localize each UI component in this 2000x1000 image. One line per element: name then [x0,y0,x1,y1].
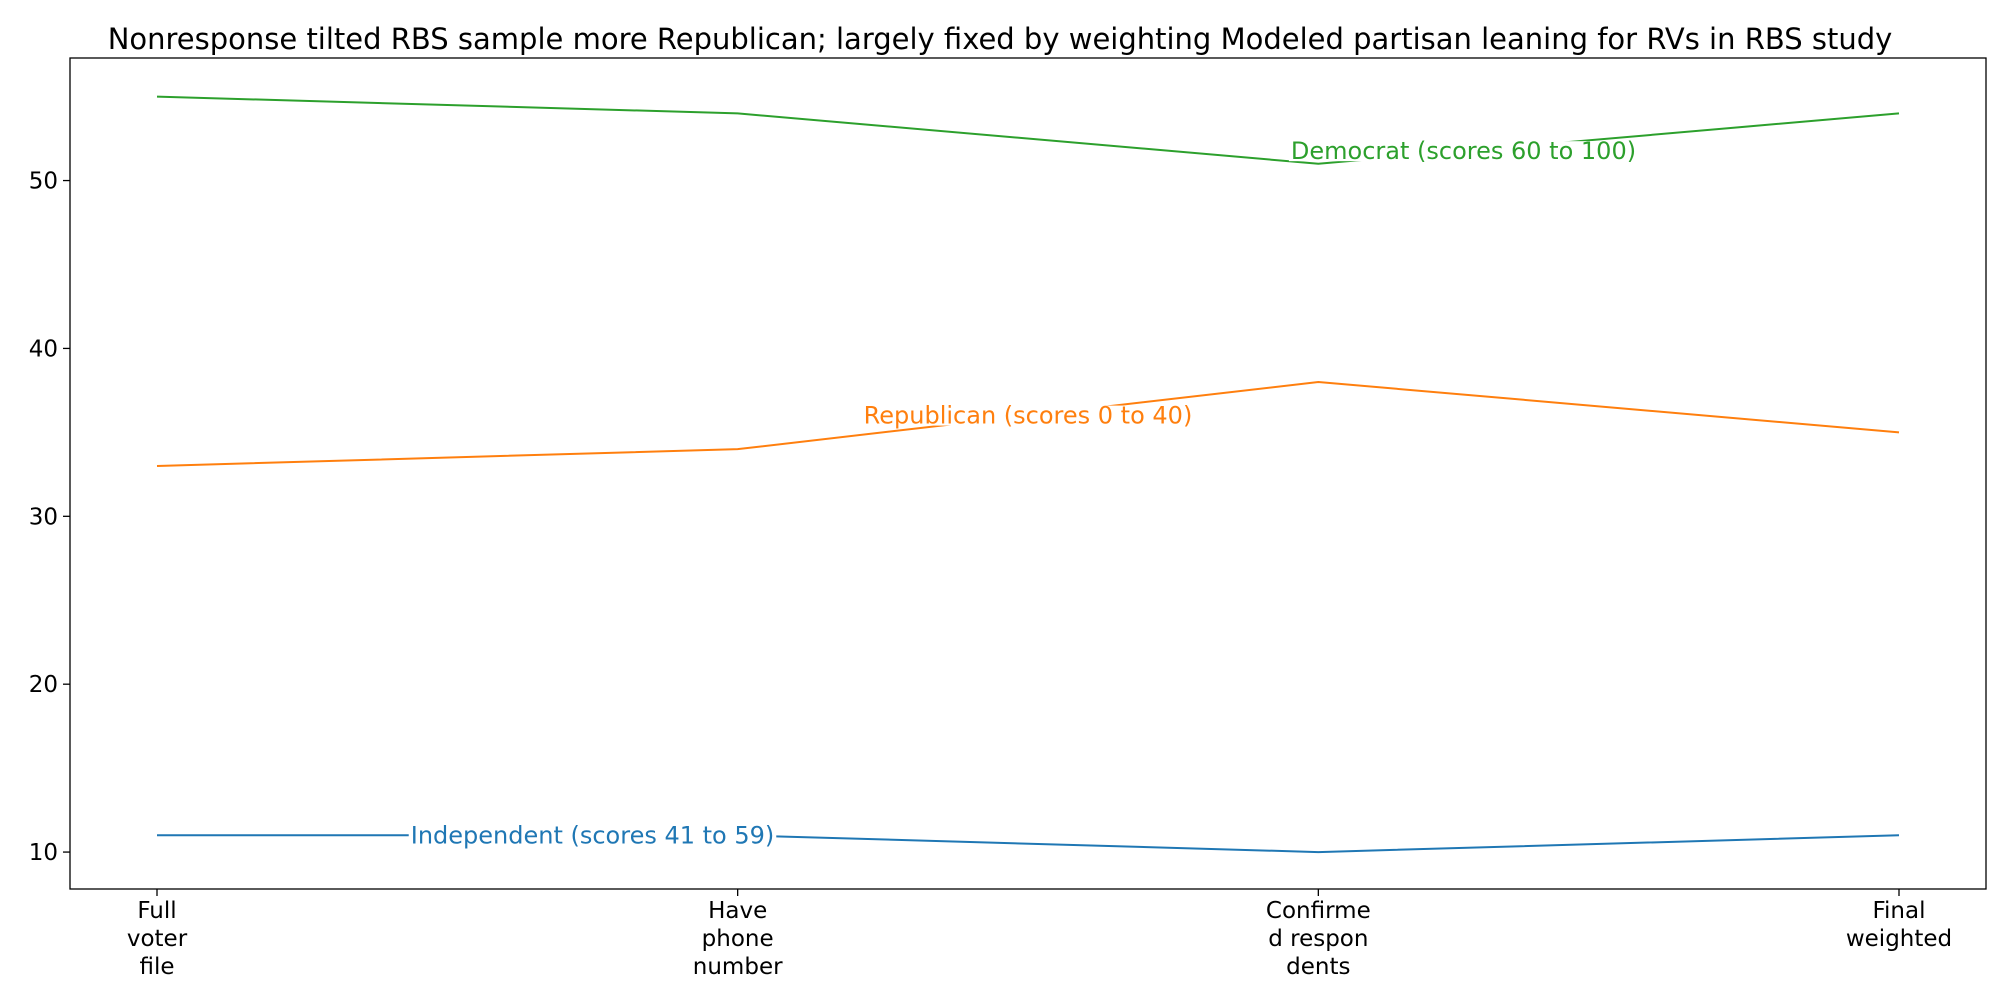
x-tick-label: Final weighted [1846,898,1952,952]
series-3: Democrat (scores 60 to 100) [156,95,1900,165]
x-axis: Full voter file Have phone number Confirme d re… [127,889,1952,980]
y-axis: 10 20 30 40 50 [29,169,70,866]
series-label: Democrat (scores 60 to 100) [1291,137,1636,165]
y-tick-label: 10 [29,840,58,866]
x-tick-label: Have phone number [693,898,783,980]
series-2: Republican (scores 0 to 40) [156,381,1900,467]
series-label-background [408,825,777,846]
series-label: Independent (scores 41 to 59) [411,821,775,849]
y-tick-label: 40 [29,336,58,362]
y-tick-label: 50 [29,169,58,195]
series-line [156,95,1900,165]
y-tick-label: 30 [29,504,58,530]
x-tick-label: Confirme d respon dents [1266,898,1371,980]
series-layer: Independent (scores 41 to 59) Republican … [156,95,1900,854]
plot-area [69,57,1987,890]
series-label-background [1288,141,1639,162]
y-tick-label: 20 [29,672,58,698]
chart-title: Nonresponse tilted RBS sample more Repub… [108,22,1893,56]
series-label: Republican (scores 0 to 40) [864,402,1193,430]
x-tick-label: Full voter file [127,898,188,980]
series-label-background [861,405,1195,426]
series-1: Independent (scores 41 to 59) [156,821,1900,854]
